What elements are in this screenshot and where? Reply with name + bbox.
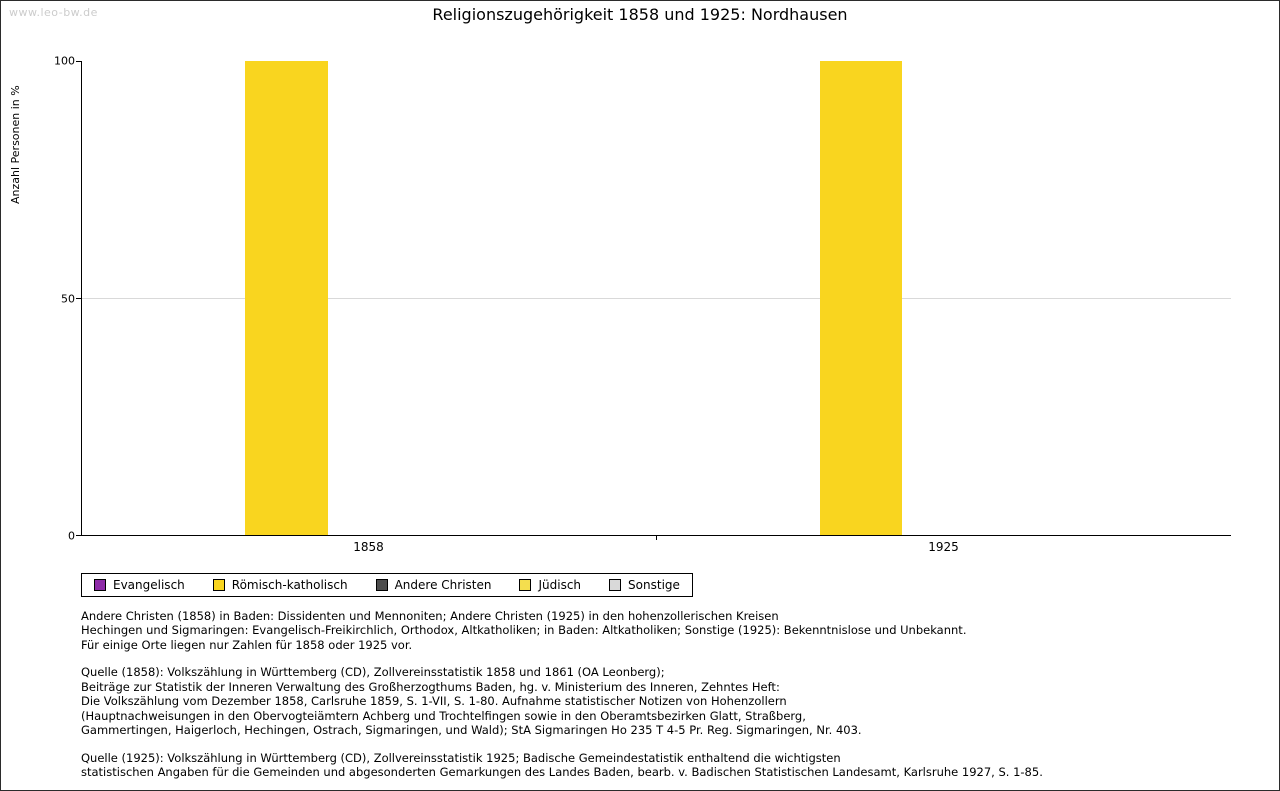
legend-label: Sonstige xyxy=(628,578,680,592)
y-axis-tick xyxy=(76,535,82,536)
legend-label: Evangelisch xyxy=(113,578,185,592)
legend-item-Römisch-katholisch: Römisch-katholisch xyxy=(212,578,348,592)
legend-label: Jüdisch xyxy=(538,578,582,592)
y-axis-title: Anzahl Personen in % xyxy=(9,85,22,204)
plot-area xyxy=(76,61,1231,536)
y-axis-tick xyxy=(76,298,82,299)
footnote-source-1858: Quelle (1858): Volkszählung in Württembe… xyxy=(81,665,862,738)
legend-item-Andere Christen: Andere Christen xyxy=(375,578,492,592)
x-tick-label-1925: 1925 xyxy=(928,540,959,554)
y-axis-tick-labels: 0 50 100 xyxy=(39,55,75,543)
y-axis-tick xyxy=(76,61,82,62)
y-tick-label: 50 xyxy=(61,292,75,305)
legend-swatch-Andere Christen xyxy=(375,579,388,591)
legend-swatch-Römisch-katholisch xyxy=(212,579,225,591)
footnote-source-1925: Quelle (1925): Volkszählung in Württembe… xyxy=(81,750,1043,780)
legend-item-Sonstige: Sonstige xyxy=(609,578,680,592)
y-tick-label: 100 xyxy=(54,54,75,68)
legend-item-Evangelisch: Evangelisch xyxy=(94,578,185,592)
x-axis-labels: 1858 1925 xyxy=(81,536,1231,556)
footnotes: Andere Christen (1858) in Baden: Disside… xyxy=(81,609,1249,790)
legend-swatch-Sonstige xyxy=(609,579,622,591)
gridline-50 xyxy=(82,298,1231,299)
chart-title: Religionszugehörigkeit 1858 und 1925: No… xyxy=(432,5,848,24)
watermark: www.leo-bw.de xyxy=(9,6,98,19)
bar-Römisch-katholisch-1925 xyxy=(819,61,903,535)
x-axis-tick xyxy=(656,536,657,540)
bar-Römisch-katholisch-1858 xyxy=(245,61,328,535)
footnote-definitions: Andere Christen (1858) in Baden: Disside… xyxy=(81,609,967,652)
legend-item-Jüdisch: Jüdisch xyxy=(519,578,581,592)
legend-swatch-Jüdisch xyxy=(519,579,532,591)
y-tick-label: 0 xyxy=(68,529,75,543)
legend-label: Andere Christen xyxy=(394,578,492,592)
legend: Evangelisch Römisch-katholisch Andere Chri… xyxy=(81,573,693,597)
legend-label: Römisch-katholisch xyxy=(231,578,348,592)
x-tick-label-1858: 1858 xyxy=(353,540,384,554)
legend-swatch-Evangelisch xyxy=(94,579,106,591)
